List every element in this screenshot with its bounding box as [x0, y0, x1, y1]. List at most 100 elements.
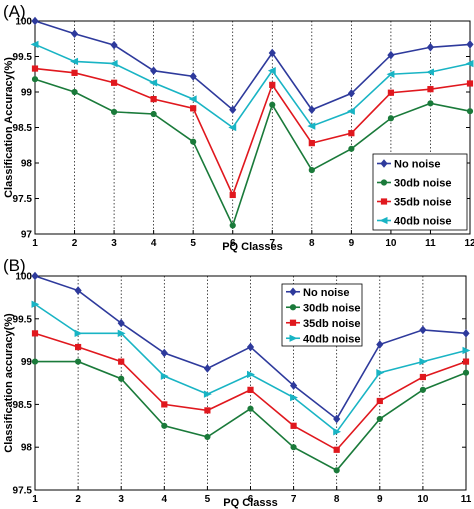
data-point [161, 422, 168, 429]
data-point [247, 405, 254, 412]
data-point [419, 386, 427, 393]
series-line [34, 20, 471, 111]
data-point [74, 358, 82, 365]
data-point [308, 167, 315, 174]
data-point [204, 433, 211, 441]
data-point [189, 72, 197, 81]
data-point [31, 65, 39, 72]
legend-entry: No noise [394, 159, 440, 171]
data-point [150, 66, 158, 75]
series-30db-noise [31, 358, 470, 474]
data-point [466, 40, 474, 49]
data-point [75, 343, 82, 351]
series-35db-noise [31, 65, 474, 199]
data-point [247, 386, 254, 393]
data-point [110, 40, 118, 50]
data-point [204, 407, 211, 414]
data-point [290, 381, 298, 390]
data-point [149, 79, 158, 87]
data-point [190, 138, 197, 145]
x-tick-label: 4 [162, 494, 168, 505]
y-tick-label: 99 [21, 357, 33, 368]
x-tick-label: 4 [151, 238, 157, 249]
legend-marker [289, 287, 297, 297]
data-point [308, 105, 316, 115]
legend-entry: 35db noise [394, 197, 451, 209]
x-tick-label: 9 [349, 238, 355, 249]
series-40db-noise [30, 40, 474, 132]
y-tick-label: 98 [21, 159, 33, 170]
x-tick-label: 3 [118, 494, 124, 505]
x-tick-label: 1 [32, 238, 38, 249]
data-point [426, 43, 435, 52]
x-tick-label: 8 [334, 494, 340, 505]
legend-marker [289, 304, 297, 311]
x-tick-label: 3 [111, 238, 117, 249]
y-tick-label: 97 [21, 230, 33, 241]
data-point [269, 81, 276, 88]
x-tick-label: 8 [309, 238, 315, 249]
series-line [34, 43, 471, 129]
x-tick-label: 12 [464, 238, 474, 249]
data-point [462, 358, 470, 365]
legend-marker [380, 159, 388, 168]
series-no-noise [31, 16, 474, 115]
x-tick-label: 10 [417, 494, 429, 505]
y-axis-label: Classification Accuracy(%) [3, 57, 15, 198]
data-point [376, 415, 383, 423]
data-point [161, 401, 168, 408]
data-point [462, 346, 471, 355]
data-point [110, 79, 118, 86]
data-point [203, 390, 212, 398]
legend-box [372, 153, 468, 231]
data-point [386, 70, 395, 78]
legend-marker [379, 216, 388, 225]
x-axis-label: PQ Classes [222, 241, 283, 253]
panel-label: (A) [3, 2, 26, 21]
data-point [31, 300, 40, 308]
data-point [347, 89, 355, 98]
x-tick-label: 7 [269, 238, 275, 249]
legend-entry: 40db noise [303, 333, 360, 345]
x-tick-label: 5 [205, 494, 211, 505]
y-tick-label: 99.5 [13, 314, 33, 325]
data-point [427, 100, 434, 107]
x-tick-label: 5 [190, 238, 196, 249]
data-point [71, 88, 78, 96]
y-tick-label: 99 [21, 88, 33, 99]
data-point [117, 329, 126, 338]
y-tick-label: 98.5 [13, 400, 33, 411]
y-tick-label: 98 [21, 443, 33, 454]
data-point [190, 105, 197, 112]
data-point [117, 318, 125, 328]
data-point [419, 325, 427, 335]
data-point [308, 140, 315, 147]
y-tick-label: 100 [15, 17, 32, 28]
data-point [30, 40, 39, 49]
legend-marker [289, 334, 298, 342]
series-line [34, 67, 471, 198]
data-point [31, 76, 39, 83]
data-point [109, 59, 118, 68]
x-tick-label: 2 [72, 238, 78, 249]
data-point [31, 271, 39, 281]
x-tick-label: 7 [291, 494, 297, 505]
data-point [465, 59, 474, 68]
data-point [268, 48, 276, 58]
data-point [333, 414, 341, 424]
data-point [118, 358, 125, 365]
data-point [110, 108, 118, 115]
data-point [150, 96, 157, 103]
y-axis-label: Classification accuracy(%) [3, 313, 15, 453]
data-point [466, 108, 474, 115]
legend-box [281, 283, 363, 347]
data-point [348, 145, 355, 152]
data-point [387, 89, 395, 96]
data-point [376, 340, 384, 349]
data-point [462, 369, 470, 376]
data-point [333, 467, 340, 474]
x-tick-label: 2 [75, 494, 81, 505]
data-point [150, 110, 157, 118]
data-point [188, 95, 197, 103]
